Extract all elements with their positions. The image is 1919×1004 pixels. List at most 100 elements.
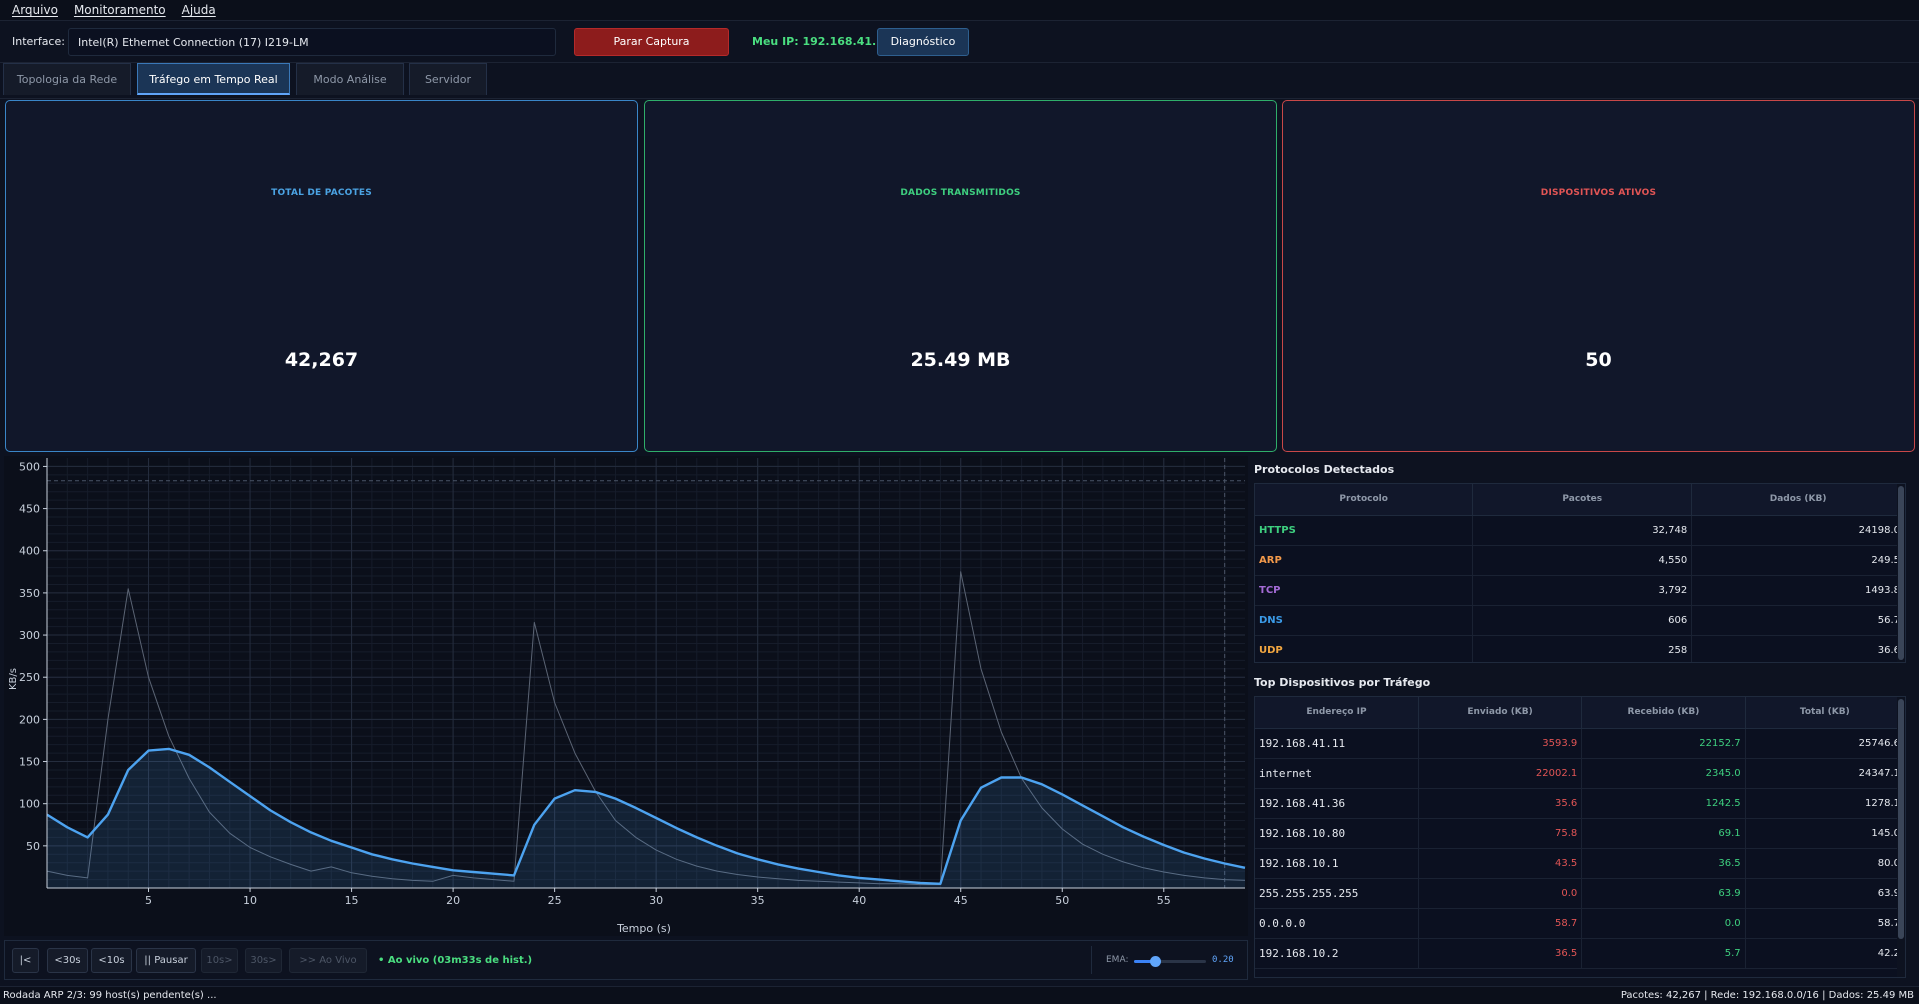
ema-label: EMA: [1106, 955, 1129, 965]
table-row[interactable]: 192.168.41.11 3593.9 22152.7 25746.6 [1255, 728, 1905, 759]
device-received: 0.0 [1581, 908, 1746, 939]
tab-topologia[interactable]: Topologia da Rede [3, 63, 131, 95]
column-header-protocol[interactable]: Protocolo [1255, 484, 1474, 516]
table-row[interactable]: 192.168.10.2 36.5 5.7 42.2 [1255, 938, 1905, 969]
y-tick-label: 300 [19, 629, 40, 642]
menu-bar: Arquivo Monitoramento Ajuda [0, 0, 1919, 21]
table-row[interactable]: 192.168.10.1 43.5 36.5 80.0 [1255, 848, 1905, 879]
devices-table[interactable]: Endereço IP Enviado (KB) Recebido (KB) T… [1254, 696, 1906, 978]
devices-scrollbar-thumb[interactable] [1898, 699, 1904, 939]
series-area-ema [47, 748, 1245, 888]
y-tick-label: 100 [19, 798, 40, 811]
device-ip: 192.168.41.36 [1255, 788, 1419, 819]
device-sent: 0.0 [1418, 878, 1583, 909]
traffic-chart[interactable]: 5 10 15 20 25 30 35 40 45 50 55 50 100 150 200 250 300 35… [4, 456, 1248, 936]
device-ip: 192.168.10.1 [1255, 848, 1419, 879]
table-row[interactable]: internet 22002.1 2345.0 24347.1 [1255, 758, 1905, 789]
x-axis-label: Tempo (s) [616, 922, 671, 935]
x-tick-label: 35 [751, 894, 765, 907]
column-header-total[interactable]: Total (KB) [1745, 697, 1905, 729]
menu-ajuda[interactable]: Ajuda [181, 3, 216, 17]
live-status: • Ao vivo (03m33s de hist.) [378, 955, 533, 966]
ema-value: 0.20 [1212, 955, 1234, 965]
device-total: 58.7 [1745, 908, 1905, 939]
table-row[interactable]: ARP 4,550 249.5 [1255, 545, 1905, 576]
jump-start-button[interactable]: |< [12, 948, 39, 973]
x-tick-label: 55 [1157, 894, 1171, 907]
go-live-button[interactable]: >> Ao Vivo [289, 948, 367, 973]
table-row[interactable]: 192.168.41.36 35.6 1242.5 1278.1 [1255, 788, 1905, 819]
column-header-data[interactable]: Dados (KB) [1691, 484, 1905, 516]
table-row[interactable]: 0.0.0.0 58.7 0.0 58.7 [1255, 908, 1905, 939]
devices-title: Top Dispositivos por Tráfego [1254, 676, 1431, 689]
x-tick-label: 15 [345, 894, 359, 907]
device-total: 1278.1 [1745, 788, 1905, 819]
x-tick-label: 45 [954, 894, 968, 907]
table-row[interactable]: HTTPS 32,748 24198.0 [1255, 515, 1905, 546]
device-received: 36.5 [1581, 848, 1746, 879]
device-sent: 43.5 [1418, 848, 1583, 879]
status-message: Rodada ARP 2/3: 99 host(s) pendente(s) .… [3, 990, 217, 1001]
protocols-scrollbar-thumb[interactable] [1898, 486, 1904, 660]
device-received: 63.9 [1581, 878, 1746, 909]
devices-scrollbar[interactable] [1897, 697, 1905, 977]
table-row[interactable]: 255.255.255.255 0.0 63.9 63.9 [1255, 878, 1905, 909]
device-ip: 0.0.0.0 [1255, 908, 1419, 939]
protocol-packets: 606 [1472, 605, 1693, 636]
protocol-data: 1493.8 [1691, 575, 1905, 606]
tab-servidor[interactable]: Servidor [409, 63, 487, 95]
series-line-raw [46, 571, 1246, 886]
back-30s-button[interactable]: <30s [47, 948, 88, 973]
stat-card-value: 42,267 [284, 349, 359, 371]
stat-card-packets: TOTAL DE PACOTES 42,267 [5, 100, 638, 452]
protocols-table[interactable]: Protocolo Pacotes Dados (KB) HTTPS 32,748… [1254, 483, 1906, 663]
protocol-name: HTTPS [1255, 515, 1474, 546]
tab-trafego[interactable]: Tráfego em Tempo Real [137, 63, 290, 95]
table-row[interactable]: TCP 3,792 1493.8 [1255, 575, 1905, 606]
status-bar: Rodada ARP 2/3: 99 host(s) pendente(s) .… [0, 986, 1919, 1004]
device-received: 2345.0 [1581, 758, 1746, 789]
forward-30s-button[interactable]: 30s> [245, 948, 282, 973]
x-tick-label: 30 [649, 894, 663, 907]
diagnostic-button[interactable]: Diagnóstico [877, 28, 969, 56]
forward-10s-button[interactable]: 10s> [201, 948, 238, 973]
table-row[interactable]: 192.168.10.80 75.8 69.1 145.0 [1255, 818, 1905, 849]
back-10s-button[interactable]: <10s [91, 948, 132, 973]
device-sent: 36.5 [1418, 938, 1583, 969]
y-tick-label: 200 [19, 713, 40, 726]
y-tick-label: 150 [19, 756, 40, 769]
device-ip: 255.255.255.255 [1255, 878, 1419, 909]
table-row[interactable]: UDP 258 36.6 [1255, 635, 1905, 662]
protocols-title: Protocolos Detectados [1254, 463, 1395, 476]
ema-slider-fill [1134, 960, 1155, 963]
stat-card-value: 25.49 MB [910, 349, 1011, 371]
ema-slider[interactable] [1134, 956, 1206, 967]
column-header-sent[interactable]: Enviado (KB) [1418, 697, 1583, 729]
playback-bar: |< <30s <10s || Pausar 10s> 30s> >> Ao V… [4, 940, 1248, 980]
ema-slider-thumb[interactable] [1149, 956, 1161, 967]
pause-button[interactable]: || Pausar [136, 948, 196, 973]
stat-card-value: 50 [1585, 349, 1612, 371]
plot-area [47, 458, 1245, 888]
y-tick-label: 50 [26, 840, 40, 853]
protocols-scrollbar[interactable] [1897, 484, 1905, 662]
protocol-packets: 258 [1472, 635, 1693, 662]
stat-card-title: DADOS TRANSMITIDOS [900, 188, 1021, 198]
interface-select[interactable]: Intel(R) Ethernet Connection (17) I219-L… [68, 28, 556, 56]
device-received: 1242.5 [1581, 788, 1746, 819]
column-header-packets[interactable]: Pacotes [1472, 484, 1693, 516]
menu-monitoramento[interactable]: Monitoramento [73, 3, 166, 17]
table-row[interactable]: DNS 606 56.7 [1255, 605, 1905, 636]
traffic-chart-svg: 5 10 15 20 25 30 35 40 45 50 55 50 100 150 200 250 300 35… [4, 456, 1248, 936]
stop-capture-button[interactable]: Parar Captura [574, 28, 729, 56]
y-tick-label: 350 [19, 587, 40, 600]
menu-arquivo[interactable]: Arquivo [12, 3, 58, 17]
device-sent: 35.6 [1418, 788, 1583, 819]
series-line-ema [46, 747, 1246, 885]
tab-modo-analise[interactable]: Modo Análise [296, 63, 404, 95]
column-header-received[interactable]: Recebido (KB) [1581, 697, 1746, 729]
tab-bar: Topologia da Rede Tráfego em Tempo Real … [0, 63, 1919, 99]
y-tick-label: 250 [19, 671, 40, 684]
column-header-ip[interactable]: Endereço IP [1255, 697, 1419, 729]
y-tick-label: 450 [19, 503, 40, 516]
